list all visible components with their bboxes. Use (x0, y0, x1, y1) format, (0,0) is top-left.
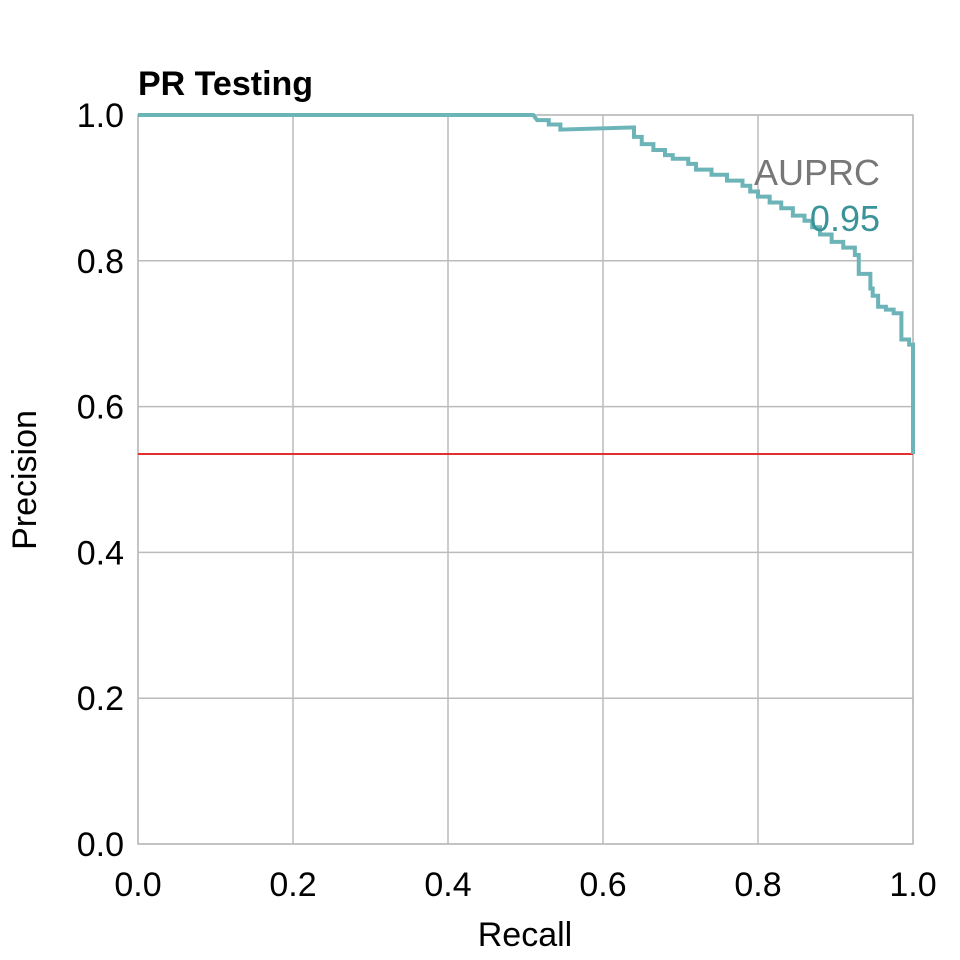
y-tick-label: 0.2 (77, 680, 124, 718)
x-tick-label: 0.2 (269, 866, 316, 904)
x-tick-label: 0.6 (579, 866, 626, 904)
x-tick-label: 0.0 (114, 866, 161, 904)
y-tick-label: 0.8 (77, 243, 124, 281)
auprc-label: AUPRC (754, 152, 880, 193)
auprc-value: 0.95 (810, 198, 880, 239)
y-axis-title: Precision (6, 410, 44, 550)
plot-frame (137, 114, 914, 845)
pr-curve-line (138, 113, 915, 454)
x-tick-label: 1.0 (889, 866, 936, 904)
x-tick-labels: 0.0 0.2 0.4 0.6 0.8 1.0 (114, 866, 936, 904)
x-tick-label: 0.8 (734, 866, 781, 904)
y-tick-label: 0.4 (77, 534, 124, 572)
x-tick-label: 0.4 (424, 866, 471, 904)
chart-title: PR Testing (138, 65, 313, 103)
y-tick-label: 0.0 (77, 826, 124, 864)
grid-lines (137, 114, 914, 845)
y-tick-label: 0.6 (77, 389, 124, 427)
y-tick-label: 1.0 (77, 97, 124, 135)
y-tick-labels: 0.0 0.2 0.4 0.6 0.8 1.0 (77, 97, 124, 864)
x-axis-title: Recall (478, 916, 572, 954)
